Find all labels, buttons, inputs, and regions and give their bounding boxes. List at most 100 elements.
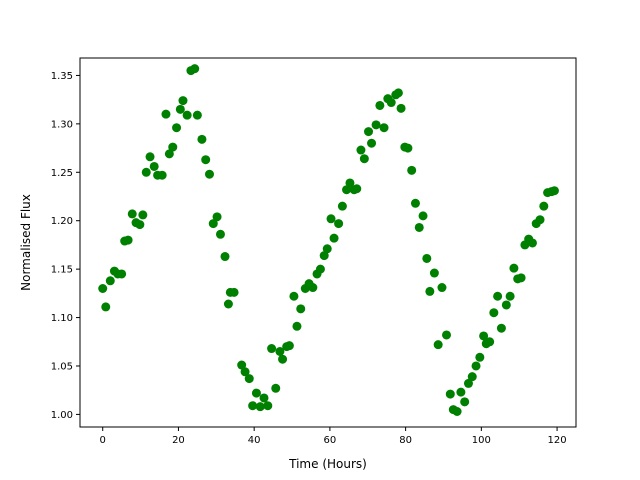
data-point xyxy=(204,169,214,179)
data-point xyxy=(149,161,159,171)
data-point xyxy=(255,402,265,412)
data-point xyxy=(445,389,455,399)
data-point xyxy=(501,300,511,310)
data-point xyxy=(197,134,207,144)
data-point xyxy=(105,276,115,286)
data-point xyxy=(157,170,167,180)
data-point xyxy=(244,374,254,384)
plot-frame xyxy=(79,57,577,428)
y-tick-label: 1.35 xyxy=(51,71,73,82)
data-points xyxy=(98,64,559,416)
data-point xyxy=(467,372,477,382)
data-point xyxy=(334,219,344,229)
data-point xyxy=(396,103,406,113)
data-point xyxy=(364,127,374,137)
x-tick-label: 120 xyxy=(548,435,567,446)
data-point xyxy=(123,235,133,245)
data-point xyxy=(259,393,269,403)
data-point xyxy=(178,96,188,106)
data-point xyxy=(284,341,294,351)
data-point xyxy=(422,253,432,263)
y-tick-label: 1.00 xyxy=(51,410,73,421)
data-point xyxy=(229,287,239,297)
data-point xyxy=(135,220,145,230)
data-point xyxy=(127,209,137,219)
data-point xyxy=(172,123,182,133)
x-tick-label: 20 xyxy=(172,435,185,446)
data-point xyxy=(442,330,452,340)
data-point xyxy=(367,138,377,148)
data-point xyxy=(101,302,111,312)
data-point xyxy=(192,110,202,120)
x-tick-label: 100 xyxy=(472,435,491,446)
data-point xyxy=(407,165,417,175)
data-point xyxy=(289,291,299,301)
data-point xyxy=(456,387,466,397)
x-axis-ticks: 0 20 40 60 80 100 120 xyxy=(100,427,567,446)
data-point xyxy=(267,344,277,354)
data-point xyxy=(223,299,233,309)
data-point xyxy=(433,340,443,350)
data-point xyxy=(429,268,439,278)
data-point xyxy=(471,361,481,371)
data-point xyxy=(437,283,447,293)
data-point xyxy=(278,354,288,364)
data-point xyxy=(475,352,485,362)
data-point xyxy=(329,233,339,243)
data-point xyxy=(356,145,366,155)
data-point xyxy=(379,123,389,133)
data-point xyxy=(337,201,347,211)
data-point xyxy=(212,212,222,222)
data-point xyxy=(117,269,127,279)
data-point xyxy=(505,291,515,301)
data-point xyxy=(460,397,470,407)
data-point xyxy=(201,155,211,165)
data-point xyxy=(215,229,225,239)
data-point xyxy=(549,186,559,196)
data-point xyxy=(403,143,413,153)
data-point xyxy=(251,388,261,398)
data-point xyxy=(292,321,302,331)
data-point xyxy=(496,323,506,333)
data-point xyxy=(164,149,174,159)
data-point xyxy=(345,178,355,188)
data-point xyxy=(296,304,306,314)
data-point xyxy=(352,184,362,194)
data-point xyxy=(386,98,396,108)
data-point xyxy=(479,331,489,341)
y-tick-label: 1.25 xyxy=(51,168,73,179)
data-point xyxy=(237,360,247,370)
data-point xyxy=(220,252,230,262)
data-point xyxy=(326,214,336,224)
x-axis-label: Time (Hours) xyxy=(288,457,367,471)
y-axis-label: Normalised Flux xyxy=(19,194,33,291)
data-point xyxy=(516,273,526,283)
data-point xyxy=(410,198,420,208)
data-point xyxy=(393,88,403,98)
data-point xyxy=(248,401,258,411)
y-tick-label: 1.20 xyxy=(51,216,73,227)
data-point xyxy=(141,167,151,177)
data-point xyxy=(342,185,352,195)
data-point xyxy=(418,211,428,221)
y-tick-label: 1.15 xyxy=(51,265,73,276)
x-tick-label: 80 xyxy=(399,435,412,446)
data-point xyxy=(308,283,318,293)
data-point xyxy=(315,264,325,274)
data-point xyxy=(240,367,250,377)
data-point xyxy=(190,64,200,74)
data-point xyxy=(182,110,192,120)
data-point xyxy=(371,120,381,130)
data-point xyxy=(271,383,281,393)
data-point xyxy=(138,210,148,220)
data-point xyxy=(509,263,519,273)
data-point xyxy=(98,284,108,293)
data-point xyxy=(535,215,545,225)
data-point xyxy=(319,251,329,261)
x-tick-label: 40 xyxy=(248,435,261,446)
data-point xyxy=(161,109,171,119)
y-tick-label: 1.30 xyxy=(51,119,73,130)
y-axis-ticks: 1.00 1.05 1.10 1.15 1.20 1.25 1.30 1.35 xyxy=(51,71,80,421)
